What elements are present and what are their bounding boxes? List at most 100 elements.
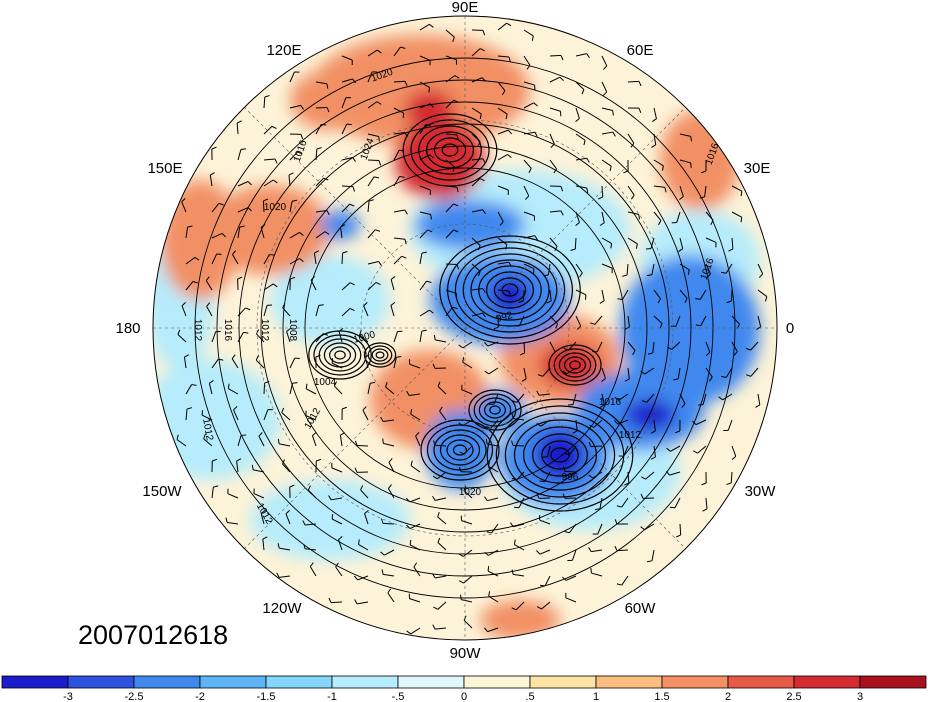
wind-barb xyxy=(497,129,513,135)
wind-barb xyxy=(549,185,564,192)
wind-barb xyxy=(646,549,655,563)
wind-barb xyxy=(695,315,707,327)
isobar xyxy=(334,350,346,360)
wind-barb xyxy=(536,549,551,555)
wind-barb xyxy=(231,354,239,369)
anomaly-patch xyxy=(535,430,585,480)
contour-label: 1012 xyxy=(259,319,270,342)
wind-barb xyxy=(381,569,395,577)
wind-barb xyxy=(367,229,381,239)
wind-barb xyxy=(692,445,707,454)
wind-barb xyxy=(488,393,499,405)
wind-barb xyxy=(233,406,239,421)
wind-barb xyxy=(393,149,405,161)
wind-barb xyxy=(315,304,324,317)
wind-barb xyxy=(721,367,733,378)
wind-barb xyxy=(458,419,473,427)
contour-label: 1012 xyxy=(192,319,203,342)
wind-barb xyxy=(565,592,577,603)
wind-barb xyxy=(617,289,629,301)
colorbar: -3 -2.5 -2 -1.5 -1 -.5 0 .5 1 1.5 2 2.5 3 xyxy=(1,675,927,702)
anomaly-patch xyxy=(415,200,525,250)
isobar xyxy=(363,342,397,368)
lon-label-150e: 150E xyxy=(147,160,182,177)
wind-barb xyxy=(567,549,577,562)
wind-barb xyxy=(539,515,551,525)
colorbar-tick-label: 1.5 xyxy=(654,691,669,702)
wind-barb xyxy=(723,419,733,431)
isobar xyxy=(454,247,566,333)
wind-barb xyxy=(640,493,655,499)
wind-barb xyxy=(410,409,421,421)
wind-barb xyxy=(523,185,530,200)
wind-barb xyxy=(497,55,511,62)
wind-barb xyxy=(289,382,298,395)
wind-barb xyxy=(419,251,427,265)
colorbar-tick-label: 0 xyxy=(461,691,467,702)
wind-barb xyxy=(445,203,459,213)
wind-barb xyxy=(536,601,551,610)
isobar xyxy=(318,338,362,372)
wind-barb xyxy=(281,407,291,421)
wind-barb xyxy=(523,235,538,241)
wind-barb xyxy=(445,133,459,140)
wind-barb xyxy=(549,341,556,356)
wind-barb xyxy=(459,594,473,603)
wind-barb xyxy=(432,363,447,369)
wind-barb xyxy=(601,131,616,137)
wind-barb xyxy=(393,107,405,119)
wind-barb xyxy=(232,250,239,265)
wind-barb xyxy=(616,497,629,508)
wind-barb xyxy=(572,419,578,434)
wind-barb xyxy=(393,255,407,265)
wind-barb xyxy=(701,159,707,174)
colorbar-tick-label: 1 xyxy=(593,691,599,702)
wind-barb xyxy=(445,159,455,172)
wind-barb xyxy=(540,575,551,587)
wind-barb xyxy=(652,107,657,122)
wind-barb xyxy=(679,289,688,303)
wind-barb xyxy=(341,55,353,66)
wind-barb xyxy=(390,301,396,317)
wind-barb xyxy=(471,263,481,277)
wind-barb xyxy=(288,172,294,187)
wind-barb xyxy=(445,289,458,299)
wind-barb xyxy=(335,562,343,577)
wind-barb xyxy=(406,523,421,529)
wind-barb xyxy=(388,458,395,473)
wind-barb xyxy=(549,107,562,117)
wind-barb xyxy=(562,367,577,375)
isobar xyxy=(439,235,581,345)
wind-barb xyxy=(511,393,525,403)
wind-barb xyxy=(331,462,343,473)
wind-barb xyxy=(592,341,603,353)
wind-barb xyxy=(433,334,447,343)
colorbar-tick-label: 2 xyxy=(725,691,731,702)
wind-barb xyxy=(341,156,356,162)
wind-barb xyxy=(601,55,608,70)
wind-barb xyxy=(185,407,192,421)
wind-barb xyxy=(445,263,460,270)
wind-barb xyxy=(570,237,577,251)
isobar xyxy=(489,405,501,415)
isobar xyxy=(532,433,588,477)
wind-barb xyxy=(641,471,655,480)
wind-barb xyxy=(362,406,369,421)
wind-barb xyxy=(641,393,655,403)
isobar xyxy=(462,253,558,327)
isobar xyxy=(433,137,467,163)
wind-barb xyxy=(341,78,356,84)
wind-barb xyxy=(549,76,564,83)
wind-barb xyxy=(253,488,265,499)
wind-barb xyxy=(523,55,531,70)
wind-barb xyxy=(705,341,711,357)
wind-barb xyxy=(497,211,504,226)
wind-barb xyxy=(260,510,266,525)
wind-barb xyxy=(354,599,369,605)
wind-barb xyxy=(627,237,638,249)
wind-barb xyxy=(367,199,374,213)
wind-barb xyxy=(543,263,551,277)
wind-barb xyxy=(176,434,187,447)
wind-barb xyxy=(315,147,322,161)
wind-barb xyxy=(341,250,348,265)
